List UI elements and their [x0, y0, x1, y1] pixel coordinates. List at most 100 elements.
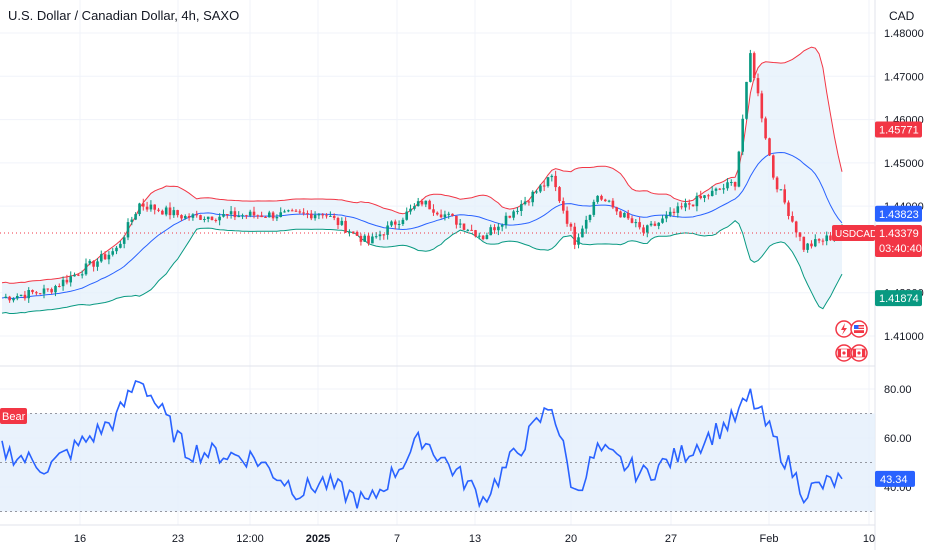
bollinger-fill — [2, 47, 842, 314]
event-icons[interactable] — [835, 320, 868, 362]
candle-body — [661, 218, 664, 223]
candle-body — [443, 214, 447, 218]
candle-body — [313, 215, 317, 219]
candle-body — [523, 201, 527, 205]
candle-body — [115, 247, 118, 252]
time-axis[interactable]: 16 23 12:00 2025 7 13 20 27 Feb 10 — [74, 533, 875, 545]
candle-body — [829, 235, 832, 241]
candle-body — [256, 215, 260, 217]
candle-body — [88, 260, 92, 264]
candle-body — [23, 294, 27, 299]
candle-body — [73, 274, 76, 277]
candle-body — [65, 279, 69, 283]
chart-title: U.S. Dollar / Canadian Dollar, 4h, SAXO — [8, 8, 240, 23]
candle-body — [142, 203, 145, 207]
candle-body — [35, 292, 38, 294]
last-price-badge — [875, 225, 922, 258]
candle-body — [233, 211, 237, 218]
time-tick-label: 23 — [172, 533, 184, 545]
candle-body — [390, 221, 393, 226]
candle-body — [268, 212, 271, 218]
candle-body — [100, 254, 103, 262]
candle-body — [825, 235, 828, 242]
candle-body — [348, 231, 351, 233]
candle-body — [206, 216, 210, 219]
price-tick-label: 1.41000 — [884, 331, 924, 343]
price-badge — [875, 290, 922, 307]
candle-body — [718, 188, 722, 190]
time-tick-label: Feb — [760, 533, 779, 545]
candle-body — [558, 187, 561, 202]
candlesticks — [4, 49, 844, 303]
candle-body — [103, 254, 107, 260]
candle-body — [245, 215, 248, 217]
candle-body — [107, 254, 111, 260]
candle-body — [634, 222, 638, 224]
price-badge-label: 1.45771 — [879, 124, 919, 136]
candle-body — [290, 210, 294, 212]
candle-body — [252, 211, 256, 216]
candle-body — [600, 195, 603, 200]
candle-body — [680, 206, 683, 208]
time-tick-label: 2025 — [306, 533, 330, 545]
lightning-event-icon[interactable] — [835, 320, 853, 338]
candle-body — [332, 215, 336, 218]
candle-body — [455, 215, 458, 225]
candle-body — [84, 263, 88, 275]
currency-label[interactable]: CAD — [889, 9, 915, 23]
rsi-series-line — [1, 380, 843, 509]
candle-body — [119, 243, 122, 248]
canada-flag-event-icon[interactable] — [835, 344, 853, 362]
candle-body — [416, 201, 420, 207]
candle-body — [161, 210, 164, 215]
price-badge — [875, 121, 922, 138]
candle-body — [508, 215, 512, 218]
candle-body — [279, 212, 282, 217]
candle-body — [382, 234, 386, 236]
candle-body — [520, 204, 523, 211]
candle-body — [458, 223, 462, 225]
candle-body — [814, 239, 817, 247]
candle-body — [439, 214, 443, 218]
candle-body — [210, 216, 214, 220]
candle-body — [653, 223, 657, 226]
candle-body — [802, 236, 806, 250]
candle-body — [180, 215, 183, 219]
candle-body — [546, 177, 550, 187]
candle-body — [806, 243, 809, 250]
candle-body — [222, 214, 225, 217]
price-badges: 1.45771 1.43823 1.41874 USDCAD 1.43379 03:40:… — [832, 121, 922, 307]
candle-body — [54, 286, 57, 293]
bollinger-lower-line — [1, 220, 843, 314]
candle-body — [714, 188, 718, 191]
rsi-line — [1, 380, 843, 509]
price-badge-label: 1.43823 — [879, 209, 919, 221]
candle-body — [203, 219, 206, 220]
candle-body — [577, 237, 580, 245]
candle-body — [527, 201, 531, 203]
candle-body — [367, 235, 370, 244]
candle-body — [741, 118, 744, 152]
candle-body — [187, 216, 191, 218]
candle-body — [436, 212, 439, 215]
candle-body — [229, 211, 233, 215]
candle-body — [241, 215, 244, 217]
candle-body — [607, 200, 611, 202]
candle-body — [646, 225, 649, 233]
price-badge — [875, 205, 922, 222]
candle-body — [12, 298, 15, 301]
time-tick-label: 16 — [74, 533, 86, 545]
candle-body — [397, 224, 401, 225]
bollinger-fill-area — [2, 47, 842, 314]
rsi-tick-label: 60.00 — [884, 433, 912, 445]
canada-flag-event-icon-2[interactable] — [850, 344, 868, 362]
candle-body — [424, 200, 428, 205]
candle-body — [516, 210, 519, 212]
candle-body — [371, 236, 374, 244]
candle-body — [8, 296, 11, 301]
candle-body — [768, 138, 771, 156]
candle-body — [500, 225, 504, 227]
us-flag-event-icon[interactable] — [850, 320, 868, 338]
